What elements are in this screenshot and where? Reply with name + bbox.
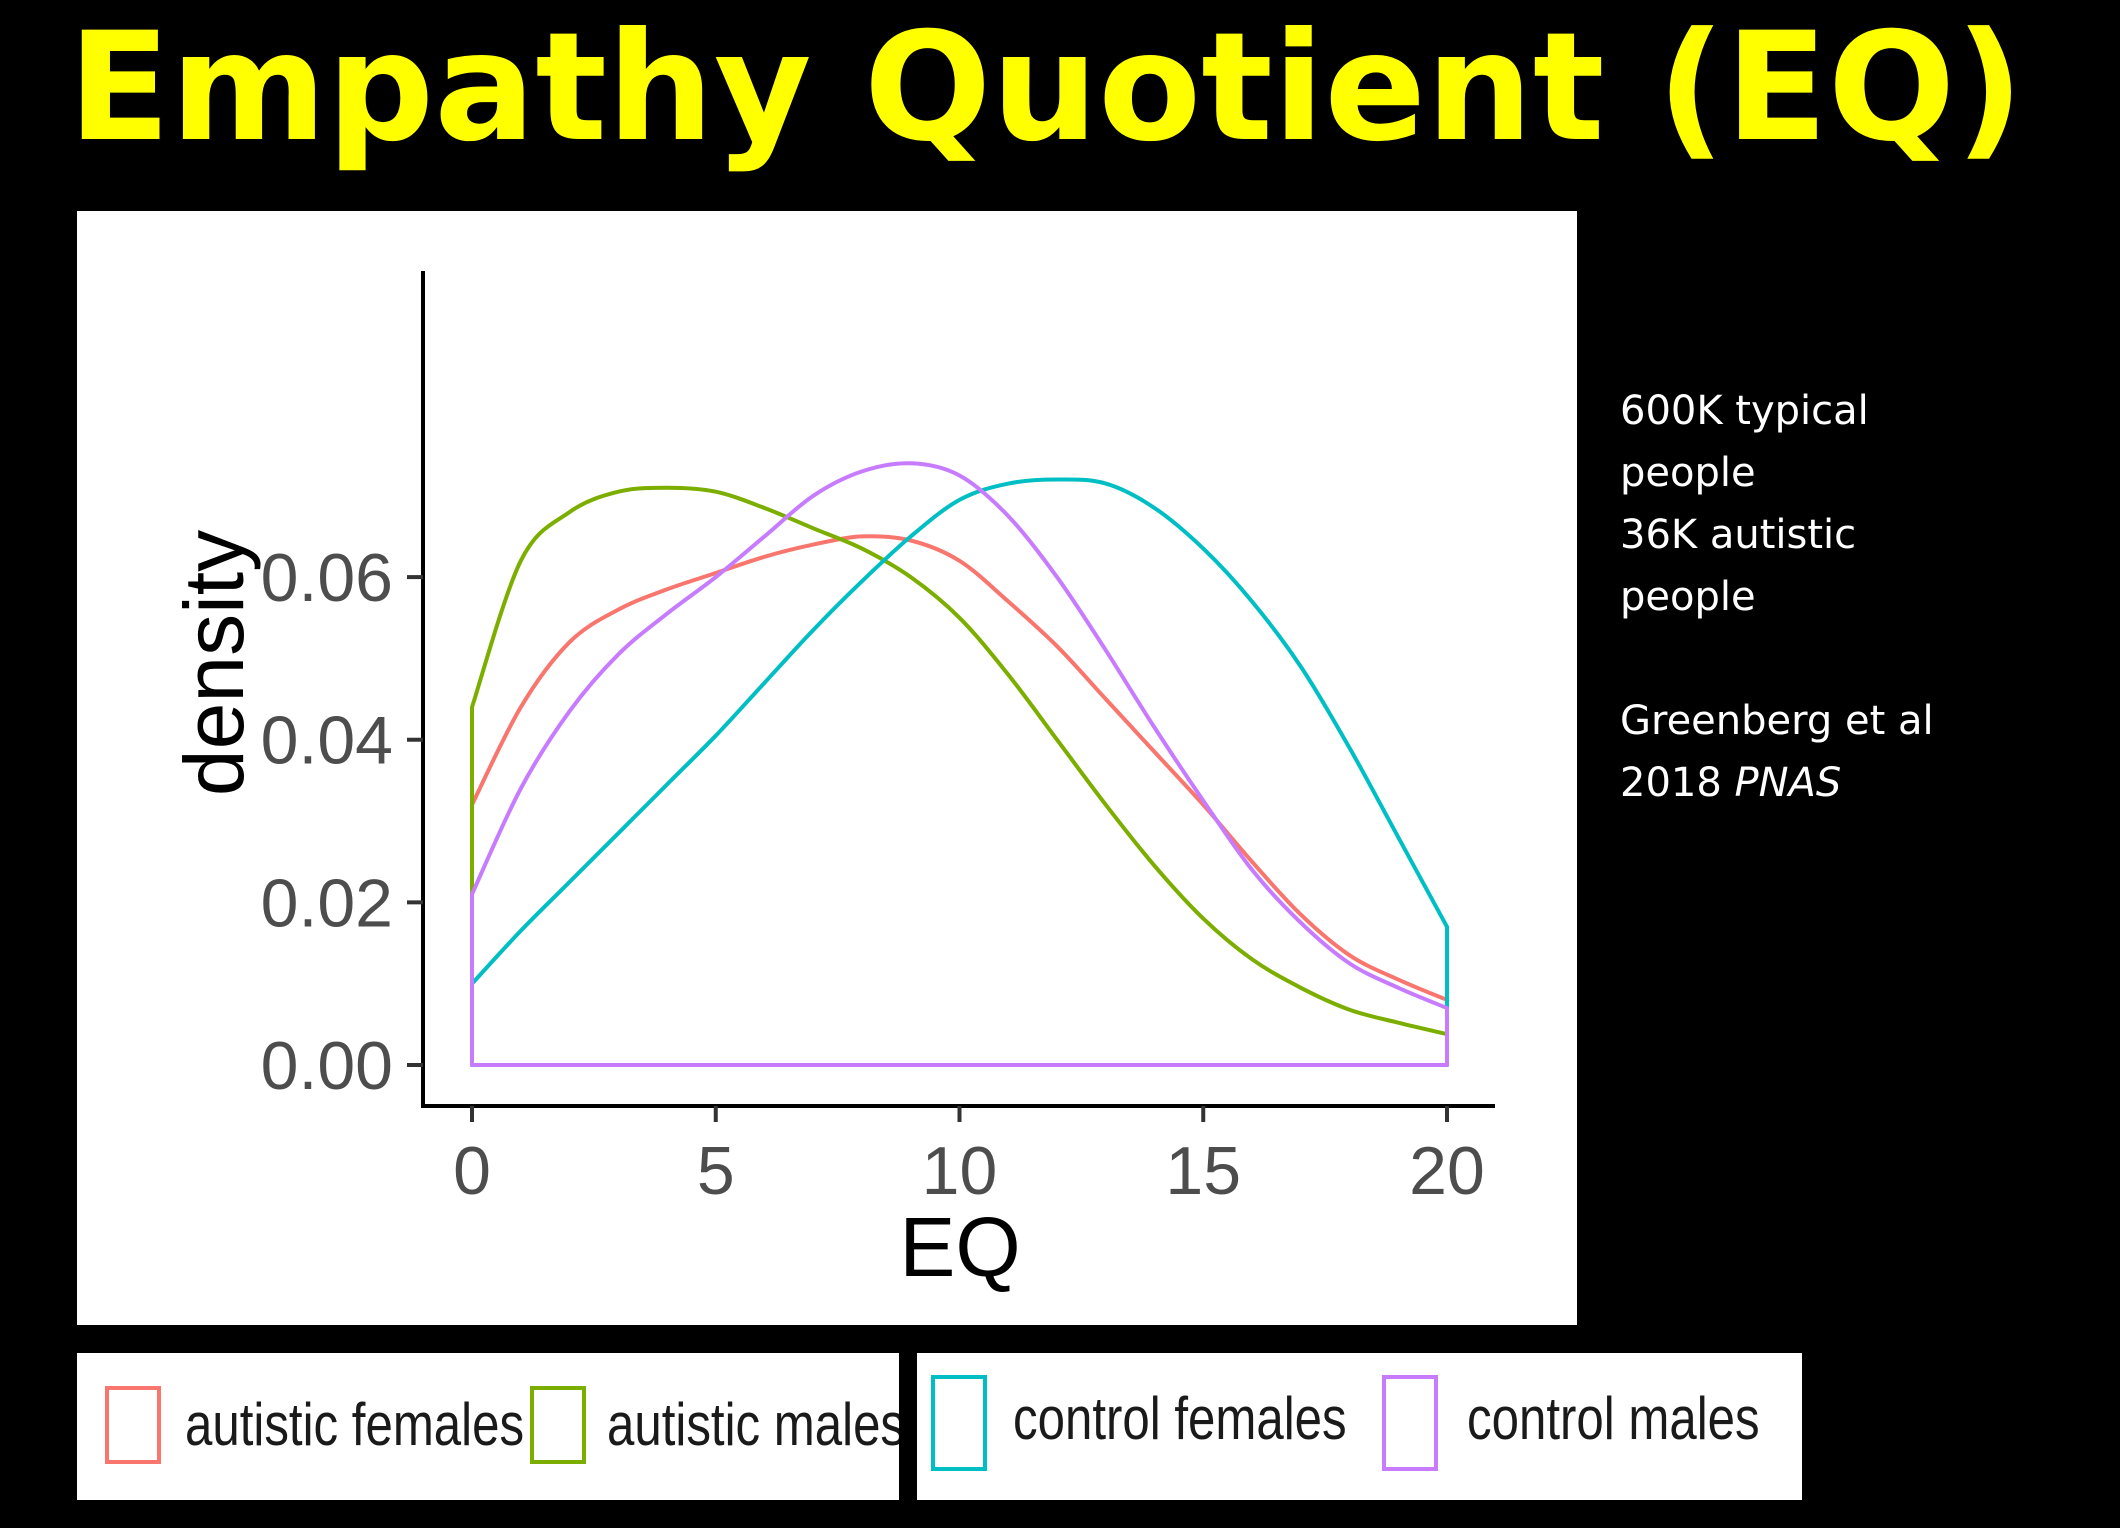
density-curve-autistic-females	[470, 534, 1449, 1067]
legend-box-control: control females control males	[917, 1353, 1802, 1500]
note-line: 36K autistic	[1620, 512, 1857, 558]
x-tick-label: 0	[453, 1133, 491, 1209]
x-axis-title: EQ	[899, 1200, 1020, 1294]
x-tick-label: 5	[697, 1133, 735, 1209]
x-tick-label: 10	[922, 1133, 998, 1209]
note-line: people	[1620, 574, 1756, 620]
density-chart: 0 5 10 15 20 0.00 0.02 0.04 0.06 EQ density	[167, 271, 1495, 1294]
legend-cut-edge	[0, 1400, 6, 1448]
legend-label-control-males: control males	[1467, 1385, 1760, 1452]
legend-label-control-females: control females	[1013, 1385, 1347, 1452]
chart-ticks: 0 5 10 15 20 0.00 0.02 0.04 0.06	[261, 540, 1485, 1209]
study-notes: 600K typical people 36K autistic people …	[1620, 380, 2100, 814]
density-curve-control-females	[470, 477, 1449, 1067]
y-tick-label: 0.02	[261, 865, 393, 941]
legend-swatch-control-males	[1382, 1375, 1438, 1471]
y-tick-label: 0.04	[261, 703, 393, 779]
note-line: people	[1620, 450, 1756, 496]
legend-label-autistic-females: autistic females	[185, 1391, 525, 1458]
legend-swatch-autistic-females	[105, 1386, 161, 1464]
chart-series	[470, 461, 1449, 1067]
citation-journal: PNAS	[1734, 760, 1842, 806]
chart-axes	[421, 271, 1495, 1108]
legend-label-autistic-males: autistic males	[607, 1391, 899, 1458]
note-line: 600K typical	[1620, 388, 1869, 434]
legend-box-autistic: autistic females autistic males	[77, 1353, 899, 1500]
y-tick-label: 0.06	[261, 540, 393, 616]
legend-swatch-control-females	[931, 1375, 987, 1471]
legend-swatch-autistic-males	[530, 1386, 586, 1464]
density-chart-panel: 0 5 10 15 20 0.00 0.02 0.04 0.06 EQ density	[77, 211, 1577, 1325]
y-axis-title: density	[167, 530, 261, 796]
density-curve-autistic-males	[470, 485, 1449, 1067]
y-tick-label: 0.00	[261, 1028, 393, 1104]
citation-source: 2018 PNAS	[1620, 752, 2100, 814]
citation-authors: Greenberg et al	[1620, 698, 1934, 744]
citation-year: 2018	[1620, 760, 1722, 806]
slide-title: Empathy Quotient (EQ)	[68, 1, 2024, 175]
x-tick-label: 15	[1165, 1133, 1241, 1209]
x-tick-label: 20	[1409, 1133, 1485, 1209]
note-spacer	[1620, 628, 2100, 690]
density-curve-control-males	[470, 461, 1449, 1067]
